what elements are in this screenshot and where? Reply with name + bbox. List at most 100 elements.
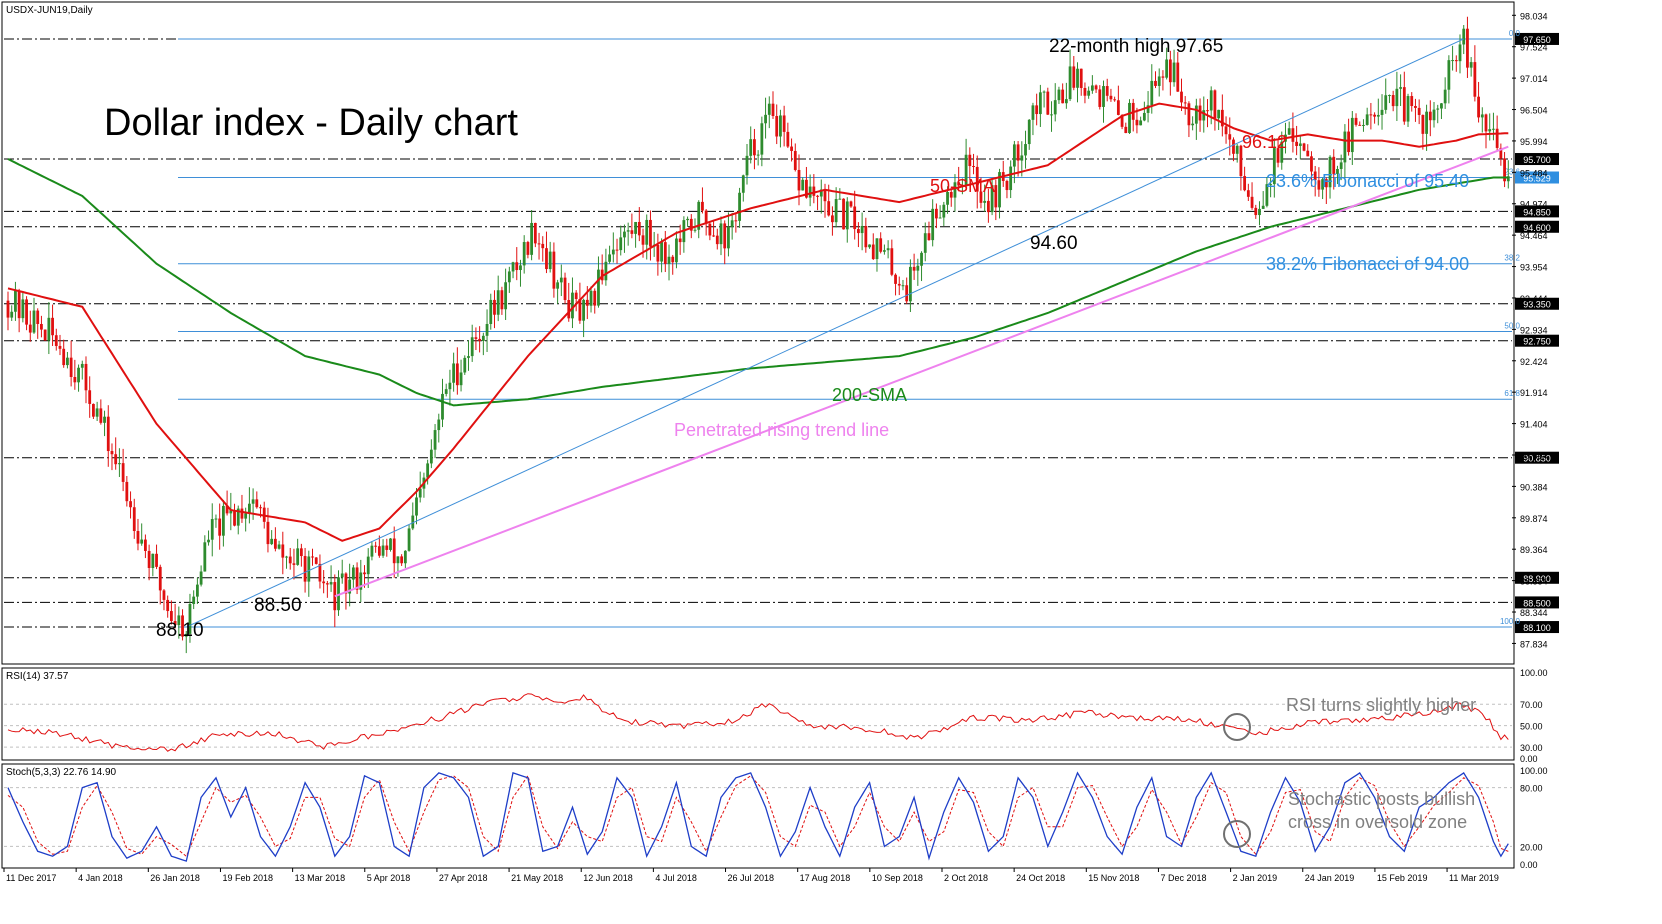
candle-body-331 [1235, 145, 1239, 154]
candle-body-121 [455, 363, 459, 386]
candle-body-381 [1421, 114, 1425, 134]
candle-body-287 [1072, 66, 1076, 88]
candle-body-47 [181, 615, 184, 637]
price-tick-label-10: 92.934 [1520, 325, 1548, 335]
candle-body-293 [1094, 85, 1098, 90]
candle-body-40 [155, 553, 158, 567]
candle-body-62 [236, 508, 240, 526]
candle-body-264 [986, 200, 990, 213]
candle-body-220 [823, 189, 827, 202]
candle-body-364 [1358, 124, 1362, 126]
candle-body-301 [1124, 126, 1128, 134]
candle-body-288 [1076, 68, 1079, 88]
candle-body-5 [25, 299, 28, 325]
candle-body-346 [1291, 128, 1295, 142]
candle-body-224 [838, 198, 842, 200]
candle-body-35 [136, 531, 140, 544]
candle-body-144 [541, 243, 545, 249]
candle-body-200 [749, 139, 753, 156]
candle-body-23 [92, 403, 95, 417]
candle-body-385 [1436, 108, 1440, 110]
candle-body-4 [21, 299, 25, 319]
candle-body-403 [1503, 158, 1506, 182]
candle-body-261 [975, 166, 979, 192]
candle-body-327 [1220, 109, 1224, 127]
candle-body-294 [1098, 89, 1102, 107]
candle-body-19 [77, 367, 80, 383]
annotation-trendline: Penetrated rising trend line [674, 420, 889, 440]
candle-body-17 [69, 357, 73, 377]
candle-body-334 [1246, 190, 1250, 197]
candle-body-285 [1064, 99, 1068, 104]
level-tag-1: 95.700 [1523, 155, 1551, 165]
rsi-line [7, 693, 1509, 752]
candle-body-374 [1395, 88, 1399, 107]
candle-body-9 [40, 323, 43, 330]
annotation-sma50-value: 96.12 [1242, 132, 1287, 152]
candle-body-240 [897, 283, 901, 286]
candle-body-107 [403, 550, 407, 564]
candle-body-221 [827, 201, 831, 216]
candle-body-396 [1477, 96, 1480, 118]
candle-body-41 [158, 566, 162, 591]
price-axis: 98.034 97.524 97.014 96.504 95.994 95.484 94.9… [1512, 11, 1548, 649]
candle-body-313 [1168, 59, 1172, 83]
stoch-label: Stoch(5,3,3) 22.76 14.90 [6, 767, 117, 778]
candle-body-395 [1473, 62, 1477, 97]
candle-body-145 [545, 248, 548, 270]
time-tick-label-14: 24 Oct 2018 [1016, 873, 1065, 883]
candle-body-296 [1105, 86, 1109, 96]
candle-body-375 [1399, 87, 1402, 89]
candle-body-225 [842, 198, 845, 230]
candle-body-118 [444, 389, 448, 394]
candle-body-68 [259, 507, 262, 509]
candle-body-290 [1083, 87, 1087, 96]
candle-body-230 [860, 225, 864, 234]
candle-body-119 [448, 382, 452, 390]
candle-body-316 [1180, 91, 1183, 103]
candle-body-280 [1046, 91, 1050, 115]
candle-body-136 [511, 262, 515, 272]
candle-body-44 [169, 611, 173, 622]
candle-body-350 [1306, 150, 1310, 157]
candle-body-311 [1161, 76, 1165, 78]
candle-body-128 [481, 335, 485, 341]
candle-body-298 [1113, 99, 1117, 101]
annotation-high: 22-month high 97.65 [1049, 36, 1223, 57]
candle-body-33 [129, 501, 132, 508]
candle-body-101 [381, 545, 385, 556]
candle-body-379 [1414, 106, 1417, 108]
candle-body-207 [775, 115, 779, 137]
candle-body-231 [864, 225, 868, 248]
main-panel-frame [1, 1, 1515, 665]
candle-body-157 [589, 290, 593, 306]
candle-body-297 [1109, 95, 1113, 100]
level-tag-bg-2 [1515, 171, 1559, 184]
fib-label-2: 38.2 [1504, 254, 1520, 263]
candle-body-79 [299, 548, 303, 557]
candle-body-251 [938, 217, 942, 219]
price-tick-label-14: 90.894 [1520, 451, 1548, 461]
candle-body-86 [325, 583, 329, 585]
time-tick-label-15: 15 Nov 2018 [1088, 873, 1139, 883]
candle-body-197 [738, 192, 741, 221]
fib-label-5: 100.0 [1500, 617, 1521, 626]
candle-body-191 [715, 235, 719, 245]
time-tick-label-9: 4 Jul 2018 [655, 873, 697, 883]
price-levels: 97.650 95.700 95.529 94.850 94.600 93.350 92.7… [4, 32, 1559, 634]
candle-body-265 [990, 185, 994, 213]
candle-body-271 [1012, 144, 1016, 167]
candle-body-90 [340, 573, 344, 578]
candle-body-219 [819, 189, 823, 197]
candle-body-305 [1139, 120, 1143, 126]
time-tick-label-3: 19 Feb 2018 [222, 873, 273, 883]
price-tick-label-11: 92.424 [1520, 357, 1548, 367]
candle-body-87 [329, 582, 333, 585]
candle-body-282 [1053, 100, 1057, 115]
level-tag-bg-6 [1515, 334, 1559, 347]
candle-body-178 [667, 256, 671, 264]
trend-lines [186, 38, 1509, 628]
candlesticks [6, 16, 1510, 654]
level-tag-bg-10 [1515, 621, 1559, 634]
